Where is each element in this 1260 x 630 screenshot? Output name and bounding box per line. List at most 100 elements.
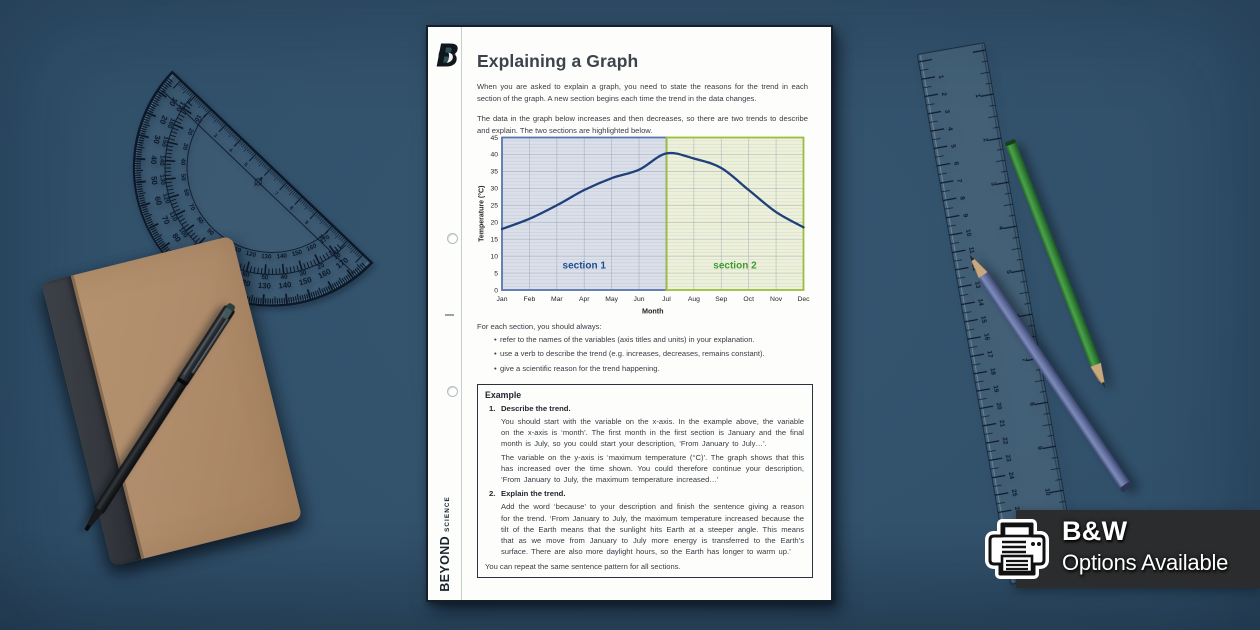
instruction-bullet-3: • give a scientific reason for the trend … [477, 365, 812, 373]
svg-text:1: 1 [974, 94, 982, 99]
svg-text:10: 10 [490, 253, 498, 260]
svg-text:150: 150 [298, 275, 314, 287]
svg-text:Nov: Nov [770, 296, 783, 303]
svg-text:130: 130 [261, 253, 272, 261]
example-footer: You can repeat the same sentence pattern… [485, 562, 681, 572]
instruction-text: give a scientific reason for the trend h… [500, 363, 660, 373]
svg-text:22: 22 [1001, 437, 1009, 446]
svg-text:section 1: section 1 [563, 261, 607, 272]
svg-text:110: 110 [168, 210, 179, 223]
svg-text:20: 20 [185, 127, 194, 137]
example-paragraph: Add the word ‘because’ to your descripti… [501, 502, 804, 556]
page-title: Explaining a Graph [477, 51, 639, 71]
svg-text:25: 25 [490, 203, 498, 210]
svg-text:Jul: Jul [662, 296, 671, 303]
svg-text:3: 3 [943, 109, 951, 114]
instructions-list: • refer to the names of the variables (ax… [477, 336, 812, 372]
green-pencil [1005, 139, 1106, 389]
svg-text:40: 40 [149, 155, 159, 165]
svg-text:11: 11 [332, 248, 340, 256]
temperature-chart: section 1 section 2 0 5 10 15 20 25 30 35 40 45 Jan F… [477, 127, 817, 319]
badge-title: B&W [1062, 516, 1128, 546]
svg-text:140: 140 [158, 155, 166, 167]
example-items: 1. Describe the trend. You should start wi… [485, 404, 804, 557]
svg-text:50: 50 [261, 274, 269, 281]
svg-text:1: 1 [937, 75, 945, 80]
svg-text:130: 130 [158, 174, 166, 186]
blue-pencil [969, 254, 1132, 492]
svg-text:Dec: Dec [797, 296, 810, 303]
svg-text:50: 50 [149, 176, 159, 186]
svg-text:18: 18 [988, 367, 996, 376]
svg-text:8: 8 [288, 205, 294, 211]
example-paragraph: You should start with the variable on th… [501, 417, 804, 449]
brand-sub: SCIENCE [444, 496, 451, 532]
example-item-title: Describe the trend. [501, 404, 571, 413]
svg-text:150: 150 [160, 135, 169, 147]
svg-text:4: 4 [997, 226, 1005, 231]
svg-text:5: 5 [949, 144, 957, 149]
svg-text:35: 35 [490, 169, 498, 176]
instructions: For each section, you should always: • re… [477, 322, 812, 379]
svg-text:20: 20 [490, 220, 498, 227]
bullet-dot-icon: • [494, 349, 497, 359]
instruction-bullet-1: • refer to the names of the variables (ax… [477, 336, 812, 344]
svg-text:140: 140 [276, 252, 288, 260]
svg-text:10: 10 [332, 251, 342, 261]
svg-text:Month: Month [642, 307, 664, 316]
svg-text:40: 40 [179, 158, 186, 166]
punch-mid-mark [445, 314, 454, 316]
example-item-1: 1. Describe the trend. You should start wi… [485, 404, 804, 485]
instruction-text: refer to the names of the variables (axi… [500, 335, 755, 344]
svg-text:170: 170 [174, 100, 186, 113]
svg-text:90: 90 [205, 227, 215, 237]
svg-text:Jan: Jan [497, 296, 508, 303]
svg-text:9: 9 [303, 220, 309, 226]
svg-text:10: 10 [317, 233, 325, 241]
svg-text:8: 8 [958, 196, 966, 201]
printer-icon [985, 519, 1049, 579]
svg-text:10: 10 [1043, 488, 1051, 497]
svg-text:30: 30 [181, 142, 190, 151]
svg-text:4: 4 [946, 127, 954, 132]
svg-text:60: 60 [153, 195, 164, 206]
svg-text:2: 2 [940, 92, 948, 97]
svg-text:Temperature (°C): Temperature (°C) [478, 186, 486, 242]
svg-text:3: 3 [212, 133, 218, 139]
svg-text:16: 16 [982, 333, 990, 342]
svg-text:Jun: Jun [634, 296, 645, 303]
bullet-dot-icon: • [494, 335, 497, 344]
svg-text:23: 23 [1004, 454, 1012, 463]
svg-text:30: 30 [490, 186, 498, 193]
example-item-number: 1. [489, 404, 496, 413]
svg-text:140: 140 [278, 280, 293, 290]
svg-text:B: B [436, 39, 460, 71]
svg-text:Sep: Sep [715, 296, 727, 303]
intro-paragraph-1: When you are asked to explain a graph, y… [477, 82, 808, 103]
svg-text:7: 7 [273, 191, 279, 197]
svg-text:24: 24 [1007, 471, 1015, 480]
svg-text:4: 4 [227, 147, 233, 153]
svg-text:130: 130 [258, 281, 272, 291]
svg-text:3: 3 [989, 182, 997, 187]
svg-text:30: 30 [151, 134, 162, 145]
svg-text:40: 40 [490, 152, 498, 159]
svg-text:17: 17 [985, 350, 993, 359]
svg-text:1: 1 [182, 104, 188, 110]
margin-rule [461, 27, 462, 600]
svg-text:May: May [605, 296, 618, 303]
svg-text:15: 15 [979, 315, 987, 324]
page-content: Explaining a Graph When you are asked to… [477, 27, 813, 600]
svg-text:Aug: Aug [688, 296, 700, 303]
svg-text:120: 120 [237, 277, 252, 289]
svg-text:120: 120 [245, 250, 257, 259]
svg-text:5: 5 [494, 270, 498, 277]
svg-text:20: 20 [995, 402, 1003, 411]
brand-name: BEYOND [438, 535, 452, 592]
svg-text:150: 150 [291, 248, 303, 258]
brand-vertical: BEYOND SCIENCE [431, 496, 459, 592]
page-surface: B BEYOND SCIENCE Explaining a Graph When… [428, 27, 831, 600]
svg-text:2: 2 [197, 118, 203, 124]
svg-text:Apr: Apr [579, 296, 590, 303]
